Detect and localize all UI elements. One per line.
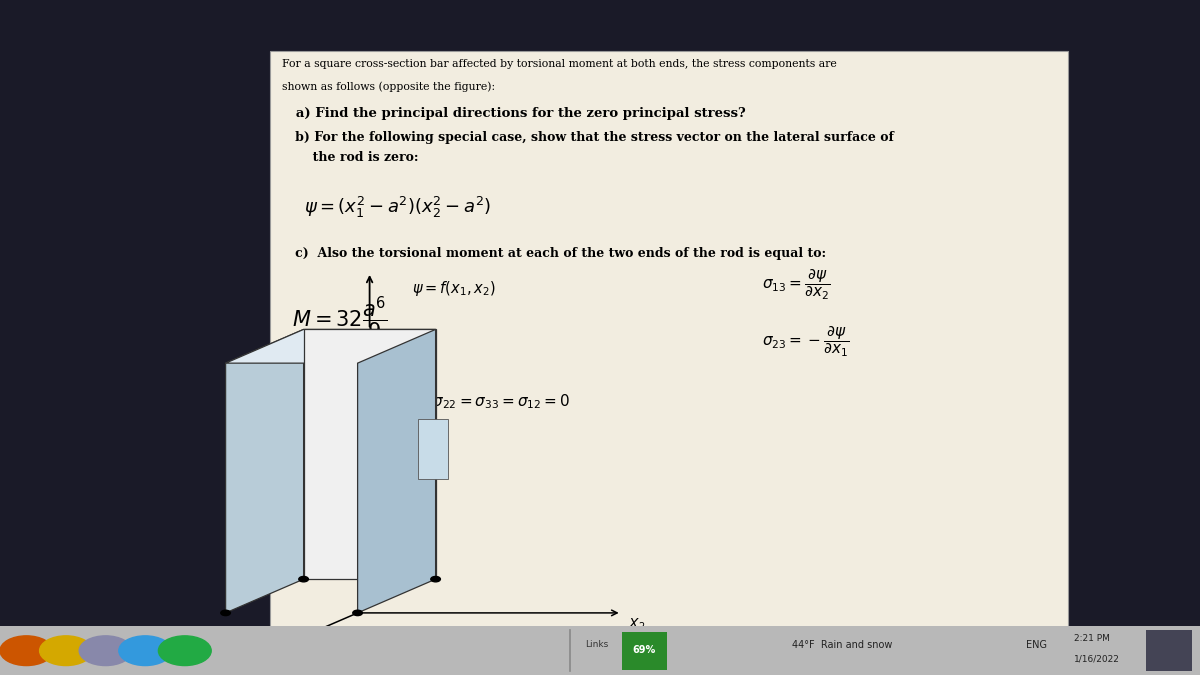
Circle shape	[40, 636, 92, 666]
FancyBboxPatch shape	[1146, 630, 1192, 671]
Text: $\sigma_{23} = -\dfrac{\partial\psi}{\partial x_1}$: $\sigma_{23} = -\dfrac{\partial\psi}{\pa…	[762, 325, 850, 359]
Text: b) For the following special case, show that the stress vector on the lateral su: b) For the following special case, show …	[282, 131, 894, 144]
Text: $\psi = f(x_1, x_2)$: $\psi = f(x_1, x_2)$	[412, 279, 496, 298]
Circle shape	[79, 636, 132, 666]
Text: 1/16/2022: 1/16/2022	[1074, 655, 1120, 664]
Text: $X_2$: $X_2$	[628, 616, 644, 632]
FancyBboxPatch shape	[0, 626, 1200, 675]
Circle shape	[431, 576, 440, 582]
Text: 2:21 PM: 2:21 PM	[1074, 634, 1110, 643]
FancyBboxPatch shape	[622, 632, 667, 670]
Text: 69%: 69%	[632, 645, 656, 655]
Text: Links: Links	[586, 640, 608, 649]
Text: 44°F  Rain and snow: 44°F Rain and snow	[792, 640, 893, 650]
Text: $\sigma_{13} = \dfrac{\partial\psi}{\partial x_2}$: $\sigma_{13} = \dfrac{\partial\psi}{\par…	[762, 267, 830, 302]
Text: c)  Also the torsional moment at each of the two ends of the rod is equal to:: c) Also the torsional moment at each of …	[282, 247, 826, 260]
Text: For a square cross-section bar affected by torsional moment at both ends, the st: For a square cross-section bar affected …	[282, 59, 836, 70]
Circle shape	[0, 636, 53, 666]
Polygon shape	[358, 329, 436, 613]
FancyBboxPatch shape	[418, 418, 448, 479]
Circle shape	[158, 636, 211, 666]
FancyBboxPatch shape	[0, 0, 1200, 638]
Circle shape	[353, 610, 362, 616]
Text: the rod is zero:: the rod is zero:	[282, 151, 419, 164]
Text: shown as follows (opposite the figure):: shown as follows (opposite the figure):	[282, 82, 496, 92]
Text: $\psi = (x_1^2 - a^2)(x_2^2 - a^2)$: $\psi = (x_1^2 - a^2)(x_2^2 - a^2)$	[304, 194, 491, 219]
FancyBboxPatch shape	[304, 329, 436, 579]
Polygon shape	[226, 329, 436, 363]
Text: $\sigma_{11} = \sigma_{22} = \sigma_{33} = \sigma_{12} = 0$: $\sigma_{11} = \sigma_{22} = \sigma_{33}…	[390, 392, 570, 411]
Circle shape	[119, 636, 172, 666]
FancyBboxPatch shape	[270, 51, 1068, 633]
Text: a) Find the principal directions for the zero principal stress?: a) Find the principal directions for the…	[282, 107, 745, 119]
Text: ENG: ENG	[1026, 640, 1046, 650]
Circle shape	[221, 610, 230, 616]
Polygon shape	[226, 329, 304, 613]
Circle shape	[299, 576, 308, 582]
Text: $M = 32\dfrac{a^6}{9}$: $M = 32\dfrac{a^6}{9}$	[292, 294, 388, 342]
